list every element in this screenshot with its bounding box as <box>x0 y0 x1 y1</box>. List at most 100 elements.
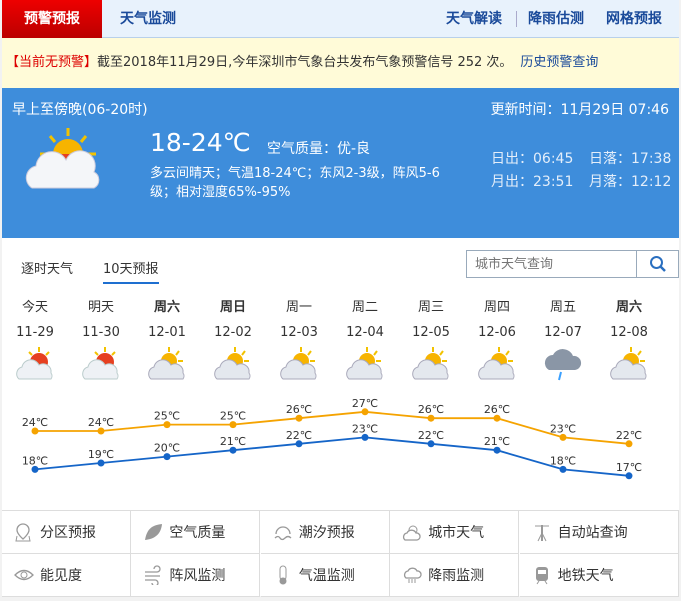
high-temp-point <box>31 427 39 435</box>
high-temp-label: 24℃ <box>88 416 114 429</box>
high-temp-label: 25℃ <box>154 410 180 423</box>
quick-link-wind[interactable]: 阵风监测 <box>131 554 261 597</box>
search-icon <box>649 256 666 272</box>
low-temp-line <box>34 436 630 477</box>
sun-cloud-icon <box>16 347 53 380</box>
forecast-day: 周六 12-01 <box>134 296 200 386</box>
low-temp-point <box>493 446 501 454</box>
forecast-day: 周日 12-02 <box>200 296 266 386</box>
period-label: 早上至傍晚(06-20时) <box>12 102 148 118</box>
high-temp-point <box>361 408 369 416</box>
quick-link-label: 潮汐预报 <box>298 525 355 541</box>
weekday: 周六 <box>615 300 642 315</box>
tab-10day[interactable]: 10天预报 <box>103 258 159 284</box>
history-warning-link[interactable]: 历史预警查询 <box>520 55 599 70</box>
rain-cloud-icon <box>404 567 422 583</box>
low-temp-label: 18℃ <box>22 454 48 467</box>
quick-link-station[interactable]: 自动站查询 <box>519 511 679 554</box>
link-rain-estimate[interactable]: 降雨估测 <box>528 11 584 27</box>
quick-link-train[interactable]: 地铁天气 <box>519 554 679 597</box>
low-temp-label: 23℃ <box>352 422 378 435</box>
low-temp-point <box>625 472 633 480</box>
tab-hourly[interactable]: 逐时天气 <box>21 262 74 277</box>
link-grid-forecast[interactable]: 网格预报 <box>606 11 662 27</box>
forecast-day: 周二 12-04 <box>332 296 398 386</box>
high-temp-point <box>493 414 501 422</box>
tab-warning-forecast[interactable]: 预警预报 <box>2 0 102 38</box>
warning-status: 【当前无预警】 <box>6 55 98 70</box>
warning-bar: 【当前无预警】截至2018年11月29日,今年深圳市气象台共发布气象预警信号 2… <box>2 38 679 88</box>
high-temp-label: 26℃ <box>484 403 510 416</box>
quick-link-label: 空气质量 <box>169 525 226 541</box>
low-temp-label: 21℃ <box>220 435 246 448</box>
eye-icon <box>14 569 34 581</box>
high-temp-label: 24℃ <box>22 416 48 429</box>
quick-link-map-pin[interactable]: 分区预报 <box>2 511 131 554</box>
weekday: 周四 <box>483 300 510 315</box>
temperature-chart: 24℃ 24℃ 25℃ 25℃ 26℃ 27℃ 26℃ 26℃ 23℃ 22℃ 18℃ 19℃ 20℃ 2… <box>22 397 642 480</box>
city-search <box>466 250 679 278</box>
date: 12-03 <box>280 325 318 340</box>
forecast-day: 周五 12-07 <box>530 296 596 386</box>
high-temp-label: 27℃ <box>352 397 378 410</box>
weekday: 周三 <box>417 300 444 315</box>
search-button[interactable] <box>636 251 678 277</box>
high-temp-point <box>295 414 303 422</box>
weekday: 今天 <box>21 300 48 315</box>
thermometer-icon <box>279 565 287 585</box>
date: 12-07 <box>544 325 582 340</box>
high-temp-label: 26℃ <box>286 403 312 416</box>
low-temp-point <box>295 440 303 448</box>
quick-link-label: 分区预报 <box>40 525 96 541</box>
wind-icon <box>145 565 162 585</box>
quick-link-leaf[interactable]: 空气质量 <box>131 511 261 554</box>
date: 12-04 <box>346 325 384 340</box>
wave-icon <box>274 526 292 541</box>
cloud-sun-icon <box>148 347 185 380</box>
sunset: 日落：17:38 <box>589 151 672 167</box>
map-pin-icon <box>15 523 31 542</box>
weekday: 周六 <box>153 300 180 315</box>
low-temp-label: 18℃ <box>550 454 576 467</box>
forecast-day: 周一 12-03 <box>266 296 332 386</box>
quick-link-label: 城市天气 <box>428 525 485 541</box>
quick-link-thermometer[interactable]: 气温监测 <box>260 554 390 597</box>
low-temp-point <box>31 465 39 473</box>
weekday: 周二 <box>351 300 378 315</box>
date: 12-05 <box>412 325 450 340</box>
quick-link-label: 能见度 <box>40 568 82 584</box>
update-time: 更新时间：11月29日 07:46 <box>490 102 669 118</box>
quick-link-rain-cloud[interactable]: 降雨监测 <box>390 554 520 597</box>
low-temp-label: 21℃ <box>484 435 510 448</box>
low-temp-point <box>163 453 171 461</box>
city-search-input[interactable] <box>467 251 635 277</box>
link-weather-interpret[interactable]: 天气解读 <box>446 11 502 27</box>
high-temp-label: 26℃ <box>418 403 444 416</box>
current-weather-panel: 早上至傍晚(06-20时) 更新时间：11月29日 07:46 18-24℃ 空… <box>2 88 679 238</box>
date: 12-02 <box>214 325 252 340</box>
air-quality: 空气质量：优-良 <box>267 141 371 157</box>
cloud-sun-icon <box>214 347 251 380</box>
weekday: 明天 <box>87 300 114 315</box>
cloud-sun-icon <box>346 347 383 380</box>
quick-link-city-weather[interactable]: 城市天气 <box>390 511 520 554</box>
warning-text: 截至2018年11月29日,今年深圳市气象台共发布气象预警信号 252 次。 <box>97 55 513 70</box>
temp-range: 18-24℃ <box>150 128 251 157</box>
date: 12-08 <box>610 325 648 340</box>
date: 11-30 <box>82 325 120 340</box>
quick-link-label: 阵风监测 <box>169 568 226 584</box>
date: 11-29 <box>16 325 54 340</box>
moonrise: 月出：23:51 <box>491 174 574 190</box>
quick-link-wave[interactable]: 潮汐预报 <box>260 511 390 554</box>
low-temp-point <box>229 446 237 454</box>
cloud-sun-icon <box>478 347 515 380</box>
date: 12-06 <box>478 325 516 340</box>
high-temp-point <box>625 440 633 448</box>
quick-link-eye[interactable]: 能见度 <box>2 554 131 597</box>
low-temp-point <box>361 433 369 441</box>
leaf-icon <box>145 524 163 540</box>
low-temp-point <box>97 459 105 467</box>
tab-weather-monitor[interactable]: 天气监测 <box>120 11 176 27</box>
sunrise: 日出：06:45 <box>491 151 574 167</box>
